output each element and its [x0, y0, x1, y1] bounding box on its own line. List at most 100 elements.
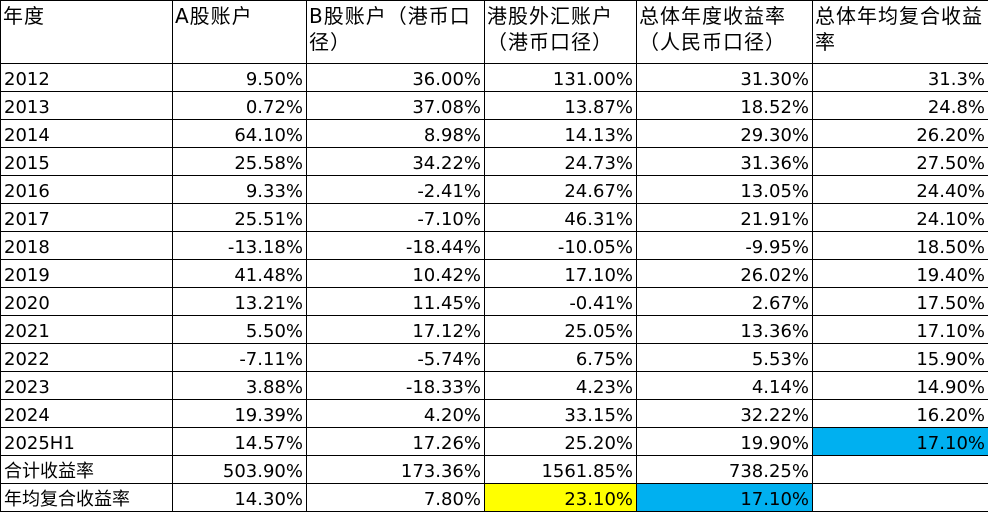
total-annual-cell[interactable]: 32.22% [636, 399, 813, 428]
total-cagr-cell[interactable]: 14.90% [812, 371, 989, 400]
year-cell[interactable]: 2025H1 [0, 427, 173, 456]
a-share-cell[interactable]: 3.88% [172, 371, 307, 400]
year-cell[interactable]: 2014 [0, 119, 173, 148]
summary-cagr-total-cell[interactable]: 17.10% [636, 483, 813, 512]
hk-fx-cell[interactable]: 6.75% [484, 343, 637, 372]
a-share-cell[interactable]: 14.57% [172, 427, 307, 456]
b-share-cell[interactable]: 11.45% [306, 287, 485, 316]
total-annual-cell[interactable]: 2.67% [636, 287, 813, 316]
year-cell[interactable]: 2015 [0, 147, 173, 176]
a-share-cell[interactable]: 19.39% [172, 399, 307, 428]
hk-fx-cell[interactable]: -10.05% [484, 231, 637, 260]
hk-fx-cell[interactable]: 13.87% [484, 91, 637, 120]
total-annual-cell[interactable]: 5.53% [636, 343, 813, 372]
total-cagr-cell[interactable]: 19.40% [812, 259, 989, 288]
year-cell[interactable]: 2016 [0, 175, 173, 204]
a-share-cell[interactable]: 64.10% [172, 119, 307, 148]
hk-fx-cell[interactable]: 33.15% [484, 399, 637, 428]
total-annual-cell[interactable]: 13.05% [636, 175, 813, 204]
b-share-cell[interactable]: 36.00% [306, 63, 485, 92]
a-share-cell[interactable]: -13.18% [172, 231, 307, 260]
total-cagr-cell[interactable]: 26.20% [812, 119, 989, 148]
b-share-cell[interactable]: 10.42% [306, 259, 485, 288]
a-share-cell[interactable]: -7.11% [172, 343, 307, 372]
b-share-cell[interactable]: 17.26% [306, 427, 485, 456]
a-share-cell[interactable]: 9.33% [172, 175, 307, 204]
total-cagr-cell[interactable]: 17.50% [812, 287, 989, 316]
hk-fx-cell[interactable]: 46.31% [484, 203, 637, 232]
summary-label-cell[interactable]: 合计收益率 [0, 455, 173, 484]
total-cagr-cell[interactable]: 15.90% [812, 343, 989, 372]
total-cagr-cell[interactable]: 24.40% [812, 175, 989, 204]
a-share-cell[interactable]: 25.51% [172, 203, 307, 232]
year-cell[interactable]: 2013 [0, 91, 173, 120]
year-cell[interactable]: 2012 [0, 63, 173, 92]
a-share-cell[interactable]: 0.72% [172, 91, 307, 120]
a-share-cell[interactable]: 25.58% [172, 147, 307, 176]
b-share-cell[interactable]: -18.44% [306, 231, 485, 260]
year-cell[interactable]: 2021 [0, 315, 173, 344]
year-cell[interactable]: 2019 [0, 259, 173, 288]
total-cagr-cell[interactable]: 17.10% [812, 315, 989, 344]
hk-fx-cell[interactable]: 25.20% [484, 427, 637, 456]
b-share-cell[interactable]: -7.10% [306, 203, 485, 232]
total-cagr-cell[interactable]: 24.10% [812, 203, 989, 232]
b-share-cell[interactable]: 37.08% [306, 91, 485, 120]
hk-fx-cell[interactable]: 131.00% [484, 63, 637, 92]
summary-total-hk-cell[interactable]: 1561.85% [484, 455, 637, 484]
hk-fx-cell[interactable]: 25.05% [484, 315, 637, 344]
hk-fx-cell[interactable]: 24.67% [484, 175, 637, 204]
total-annual-cell[interactable]: 4.14% [636, 371, 813, 400]
a-share-cell[interactable]: 5.50% [172, 315, 307, 344]
total-annual-cell[interactable]: 18.52% [636, 91, 813, 120]
hk-fx-cell[interactable]: 17.10% [484, 259, 637, 288]
b-share-cell[interactable]: 8.98% [306, 119, 485, 148]
a-share-cell[interactable]: 41.48% [172, 259, 307, 288]
summary-total-total-cell[interactable]: 738.25% [636, 455, 813, 484]
header-cell-year[interactable]: 年度 [0, 0, 173, 64]
total-annual-cell[interactable]: 31.36% [636, 147, 813, 176]
total-cagr-cell[interactable]: 24.8% [812, 91, 989, 120]
header-cell-a-share[interactable]: A股账户 [172, 0, 307, 64]
hk-fx-cell[interactable]: -0.41% [484, 287, 637, 316]
a-share-cell[interactable]: 9.50% [172, 63, 307, 92]
empty-cell[interactable] [812, 455, 989, 484]
year-cell[interactable]: 2017 [0, 203, 173, 232]
total-cagr-cell[interactable]: 27.50% [812, 147, 989, 176]
total-annual-cell[interactable]: -9.95% [636, 231, 813, 260]
total-annual-cell[interactable]: 26.02% [636, 259, 813, 288]
header-cell-total-cagr[interactable]: 总体年均复合收益率 [812, 0, 989, 64]
b-share-cell[interactable]: 17.12% [306, 315, 485, 344]
total-cagr-cell[interactable]: 16.20% [812, 399, 989, 428]
year-cell[interactable]: 2023 [0, 371, 173, 400]
a-share-cell[interactable]: 13.21% [172, 287, 307, 316]
hk-fx-cell[interactable]: 4.23% [484, 371, 637, 400]
total-annual-cell[interactable]: 19.90% [636, 427, 813, 456]
header-cell-hk-fx[interactable]: 港股外汇账户（港币口径） [484, 0, 637, 64]
summary-cagr-hk-cell[interactable]: 23.10% [484, 483, 637, 512]
year-cell[interactable]: 2018 [0, 231, 173, 260]
total-annual-cell[interactable]: 13.36% [636, 315, 813, 344]
summary-cagr-b-cell[interactable]: 7.80% [306, 483, 485, 512]
header-cell-total-annual[interactable]: 总体年度收益率（人民币口径） [636, 0, 813, 64]
b-share-cell[interactable]: -2.41% [306, 175, 485, 204]
summary-total-b-cell[interactable]: 173.36% [306, 455, 485, 484]
b-share-cell[interactable]: 34.22% [306, 147, 485, 176]
total-cagr-cell[interactable]: 18.50% [812, 231, 989, 260]
summary-cagr-a-cell[interactable]: 14.30% [172, 483, 307, 512]
total-annual-cell[interactable]: 21.91% [636, 203, 813, 232]
total-annual-cell[interactable]: 29.30% [636, 119, 813, 148]
total-cagr-cell[interactable]: 31.3% [812, 63, 989, 92]
b-share-cell[interactable]: -18.33% [306, 371, 485, 400]
b-share-cell[interactable]: 4.20% [306, 399, 485, 428]
year-cell[interactable]: 2022 [0, 343, 173, 372]
year-cell[interactable]: 2020 [0, 287, 173, 316]
total-cagr-cell[interactable]: 17.10% [812, 427, 989, 456]
summary-label-cell[interactable]: 年均复合收益率 [0, 483, 173, 512]
total-annual-cell[interactable]: 31.30% [636, 63, 813, 92]
header-cell-b-share[interactable]: B股账户（港币口径） [306, 0, 485, 64]
hk-fx-cell[interactable]: 24.73% [484, 147, 637, 176]
summary-total-a-cell[interactable]: 503.90% [172, 455, 307, 484]
empty-cell[interactable] [812, 483, 989, 512]
year-cell[interactable]: 2024 [0, 399, 173, 428]
